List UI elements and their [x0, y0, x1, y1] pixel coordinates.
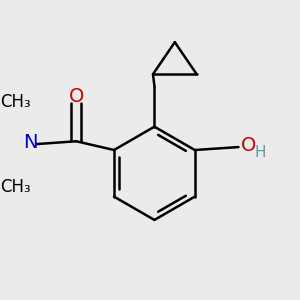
Text: CH₃: CH₃	[0, 178, 30, 196]
Text: H: H	[254, 145, 266, 160]
Text: O: O	[68, 87, 84, 106]
Text: O: O	[241, 136, 256, 155]
Text: CH₃: CH₃	[0, 93, 30, 111]
Text: N: N	[23, 133, 38, 152]
